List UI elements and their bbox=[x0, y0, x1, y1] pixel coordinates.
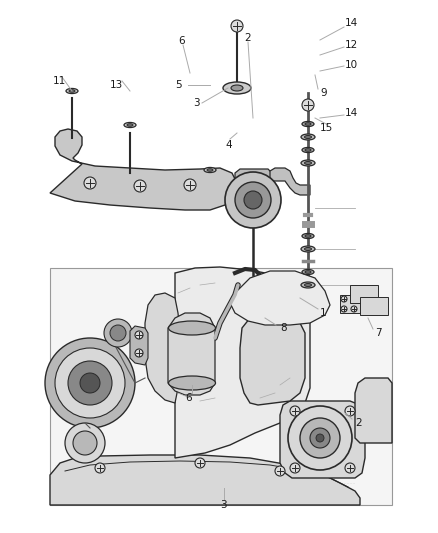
Circle shape bbox=[235, 182, 271, 218]
Circle shape bbox=[290, 406, 300, 416]
Polygon shape bbox=[280, 401, 365, 478]
Circle shape bbox=[68, 361, 112, 405]
Circle shape bbox=[341, 306, 347, 312]
Circle shape bbox=[84, 177, 96, 189]
Ellipse shape bbox=[302, 122, 314, 126]
Bar bbox=[340, 295, 368, 313]
Ellipse shape bbox=[305, 149, 311, 151]
Ellipse shape bbox=[305, 235, 311, 237]
Text: 7: 7 bbox=[375, 328, 381, 338]
Circle shape bbox=[110, 325, 126, 341]
Ellipse shape bbox=[124, 123, 136, 127]
Polygon shape bbox=[130, 326, 148, 365]
Ellipse shape bbox=[223, 82, 251, 94]
Circle shape bbox=[310, 428, 330, 448]
Circle shape bbox=[316, 434, 324, 442]
Ellipse shape bbox=[304, 284, 311, 287]
Text: 6: 6 bbox=[185, 393, 192, 403]
Ellipse shape bbox=[301, 160, 315, 166]
Text: 6: 6 bbox=[178, 36, 185, 46]
Polygon shape bbox=[145, 293, 180, 403]
Polygon shape bbox=[50, 455, 360, 505]
Circle shape bbox=[288, 406, 352, 470]
Text: 11: 11 bbox=[53, 76, 66, 86]
Polygon shape bbox=[230, 271, 330, 325]
Circle shape bbox=[195, 458, 205, 468]
Ellipse shape bbox=[69, 90, 75, 92]
Circle shape bbox=[351, 306, 357, 312]
Circle shape bbox=[135, 331, 143, 339]
Ellipse shape bbox=[169, 376, 215, 390]
Polygon shape bbox=[270, 168, 310, 195]
Ellipse shape bbox=[301, 282, 315, 288]
Text: 14: 14 bbox=[345, 18, 358, 28]
Circle shape bbox=[55, 348, 125, 418]
Ellipse shape bbox=[301, 246, 315, 252]
Circle shape bbox=[73, 431, 97, 455]
Text: 10: 10 bbox=[345, 60, 358, 70]
Text: 5: 5 bbox=[175, 80, 182, 90]
Polygon shape bbox=[50, 129, 237, 210]
Ellipse shape bbox=[302, 233, 314, 239]
Text: 8: 8 bbox=[280, 323, 286, 333]
Ellipse shape bbox=[305, 271, 311, 273]
Bar bbox=[50, 268, 392, 505]
Circle shape bbox=[300, 418, 340, 458]
Circle shape bbox=[345, 406, 355, 416]
Circle shape bbox=[302, 99, 314, 111]
Circle shape bbox=[184, 179, 196, 191]
Polygon shape bbox=[355, 378, 392, 443]
Text: 9: 9 bbox=[320, 88, 327, 98]
Text: 3: 3 bbox=[193, 98, 200, 108]
Text: 12: 12 bbox=[345, 40, 358, 50]
Ellipse shape bbox=[302, 270, 314, 274]
Ellipse shape bbox=[304, 161, 311, 165]
Circle shape bbox=[45, 338, 135, 428]
Circle shape bbox=[225, 172, 281, 228]
Circle shape bbox=[135, 349, 143, 357]
Circle shape bbox=[244, 191, 262, 209]
Ellipse shape bbox=[204, 167, 216, 173]
Ellipse shape bbox=[169, 321, 215, 335]
Circle shape bbox=[104, 319, 132, 347]
Circle shape bbox=[290, 463, 300, 473]
Polygon shape bbox=[175, 267, 310, 458]
Ellipse shape bbox=[301, 134, 315, 140]
Circle shape bbox=[65, 423, 105, 463]
Ellipse shape bbox=[302, 148, 314, 152]
Ellipse shape bbox=[305, 123, 311, 125]
Text: 2: 2 bbox=[244, 33, 251, 43]
Text: 4: 4 bbox=[225, 140, 232, 150]
Bar bbox=[350, 285, 378, 303]
Circle shape bbox=[275, 466, 285, 476]
Polygon shape bbox=[235, 169, 272, 193]
Text: 3: 3 bbox=[220, 500, 226, 510]
Text: 2: 2 bbox=[355, 418, 362, 428]
Text: 13: 13 bbox=[110, 80, 123, 90]
Ellipse shape bbox=[207, 169, 213, 171]
Ellipse shape bbox=[304, 135, 311, 139]
Text: 15: 15 bbox=[320, 123, 333, 133]
Ellipse shape bbox=[127, 124, 133, 126]
Circle shape bbox=[80, 373, 100, 393]
Circle shape bbox=[231, 20, 243, 32]
Circle shape bbox=[134, 180, 146, 192]
Ellipse shape bbox=[304, 247, 311, 251]
Text: 1: 1 bbox=[320, 308, 327, 318]
Polygon shape bbox=[240, 315, 305, 405]
Polygon shape bbox=[168, 313, 215, 395]
Circle shape bbox=[341, 296, 347, 302]
Circle shape bbox=[95, 463, 105, 473]
Ellipse shape bbox=[231, 85, 243, 91]
Text: 14: 14 bbox=[345, 108, 358, 118]
Bar bbox=[360, 297, 388, 315]
Ellipse shape bbox=[66, 88, 78, 94]
Circle shape bbox=[345, 463, 355, 473]
